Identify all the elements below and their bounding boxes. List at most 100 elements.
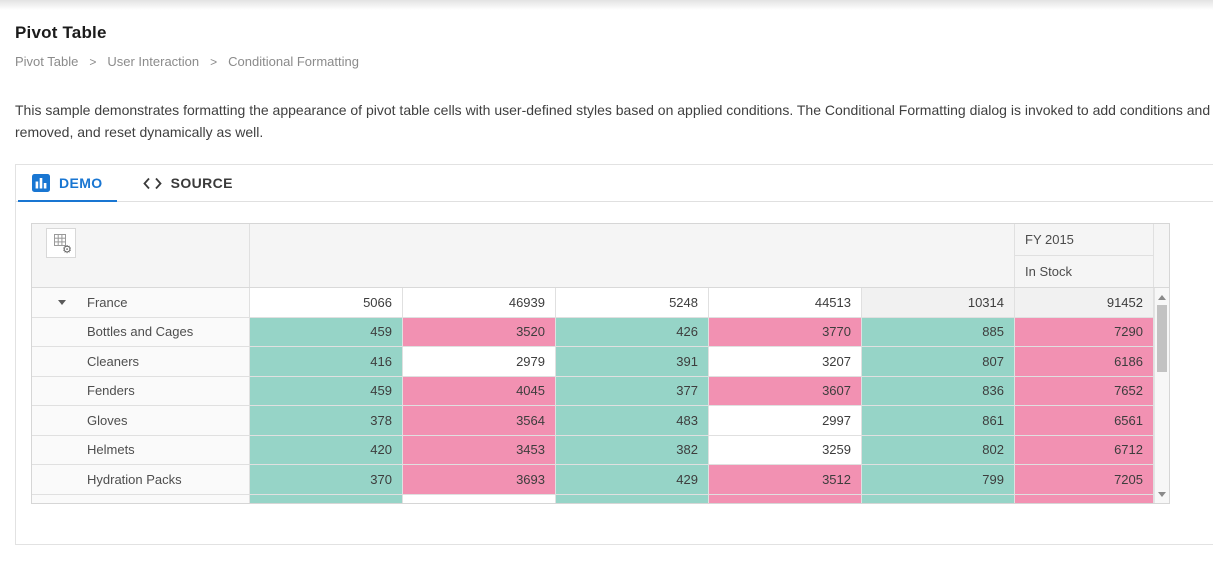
value-cell: 3520: [403, 317, 556, 347]
value-cell: 5066: [250, 288, 403, 318]
value-cell: 44513: [709, 288, 862, 318]
code-icon: [142, 177, 162, 190]
pivot-table: FY 2015 In Stock France 50664693952484451…: [31, 223, 1170, 504]
pivot-column-header-area: FY 2015 In Stock: [32, 224, 1169, 288]
row-header-label: France: [87, 294, 128, 310]
breadcrumb-item-conditional-formatting[interactable]: Conditional Formatting: [228, 54, 359, 69]
row-header-label: Cleaners: [87, 353, 140, 369]
scrollbar-header-spacer: [1154, 224, 1169, 287]
top-toolbar-shadow: [0, 0, 1213, 10]
row-header-cell[interactable]: [32, 494, 250, 503]
demo-card: DEMO SOURCE: [15, 164, 1213, 545]
conditional-formatting-button[interactable]: [46, 228, 76, 258]
row-header-label: Bottles and Cages: [87, 324, 194, 340]
value-cell: 382: [556, 435, 709, 465]
pivot-toolbar-area: [32, 224, 250, 287]
description-line-2: removed, and reset dynamically as well.: [15, 124, 264, 140]
triangle-down-icon: [1158, 491, 1166, 497]
value-cell: 426: [556, 317, 709, 347]
value-cell: 861: [862, 406, 1015, 436]
value-cell: 6561: [1015, 406, 1154, 436]
value-cell: 836: [862, 376, 1015, 406]
value-cell: 5248: [556, 288, 709, 318]
value-cell: 2979: [403, 347, 556, 377]
bar-chart-icon: [32, 174, 50, 192]
sample-description: This sample demonstrates formatting the …: [15, 99, 1210, 143]
pivot-row: Bottles and Cages 459 3520 426 3770 885 7290: [32, 317, 1169, 347]
scroll-up-button[interactable]: [1155, 290, 1169, 304]
row-header-label: Fenders: [87, 383, 135, 399]
value-cell: 459: [250, 317, 403, 347]
value-cell: 6186: [1015, 347, 1154, 377]
triangle-up-icon: [1158, 294, 1166, 300]
value-cell: 7652: [1015, 376, 1154, 406]
value-cell: 2997: [709, 406, 862, 436]
value-cell: 799: [862, 465, 1015, 495]
value-cell: 91452: [1015, 288, 1154, 318]
value-cell: 6712: [1015, 435, 1154, 465]
row-header-cell[interactable]: Helmets: [32, 435, 250, 465]
pivot-row: Hydration Packs 370 3693 429 3512 799 7205: [32, 465, 1169, 495]
pivot-row-partial: [32, 494, 1169, 503]
value-cell: 807: [862, 347, 1015, 377]
row-header-cell[interactable]: Bottles and Cages: [32, 317, 250, 347]
row-header-label: Helmets: [87, 442, 135, 458]
description-line-1: This sample demonstrates formatting the …: [15, 102, 1211, 118]
value-cell: 3259: [709, 435, 862, 465]
row-header-cell[interactable]: Fenders: [32, 376, 250, 406]
tab-source[interactable]: SOURCE: [129, 165, 247, 201]
value-cell: 377: [556, 376, 709, 406]
row-header-cell[interactable]: Gloves: [32, 406, 250, 436]
page-title: Pivot Table: [15, 23, 107, 42]
pivot-row: Fenders 459 4045 377 3607 836 7652: [32, 376, 1169, 406]
value-cell: 885: [862, 317, 1015, 347]
breadcrumb-separator-icon: [89, 55, 96, 69]
row-header-label: Gloves: [87, 412, 128, 428]
collapse-arrow-icon[interactable]: [58, 300, 66, 306]
value-cell: 3770: [709, 317, 862, 347]
value-cell: 10314: [862, 288, 1015, 318]
value-cell: [862, 494, 1015, 503]
breadcrumb-item-pivot-table[interactable]: Pivot Table: [15, 54, 79, 69]
vertical-scrollbar[interactable]: [1154, 288, 1169, 503]
value-cell: [1015, 494, 1154, 503]
column-header-fy2015[interactable]: FY 2015: [1015, 224, 1153, 256]
value-cell: 429: [556, 465, 709, 495]
value-cell: 483: [556, 406, 709, 436]
pivot-row: Cleaners 416 2979 391 3207 807 6186: [32, 347, 1169, 377]
value-cell: [403, 494, 556, 503]
value-cell: 3453: [403, 435, 556, 465]
pivot-body: France 5066 46939 5248 44513 10314 91452 Bottle…: [32, 288, 1169, 503]
scroll-down-button[interactable]: [1155, 487, 1169, 501]
empty-column-header-cell: [250, 224, 1015, 287]
value-cell: 391: [556, 347, 709, 377]
pivot-row: France 5066 46939 5248 44513 10314 91452: [32, 288, 1169, 318]
column-header-in-stock[interactable]: In Stock: [1025, 264, 1072, 279]
value-cell: 3564: [403, 406, 556, 436]
gear-icon: [62, 245, 72, 256]
value-cell: 802: [862, 435, 1015, 465]
tab-source-label: SOURCE: [170, 175, 233, 191]
value-cell: 3512: [709, 465, 862, 495]
value-cell: 46939: [403, 288, 556, 318]
value-cell: 3607: [709, 376, 862, 406]
value-cell: 420: [250, 435, 403, 465]
value-cell: 7205: [1015, 465, 1154, 495]
breadcrumb-item-user-interaction[interactable]: User Interaction: [107, 54, 200, 69]
value-cell: 416: [250, 347, 403, 377]
value-cell: 378: [250, 406, 403, 436]
row-header-cell[interactable]: France: [32, 288, 250, 318]
tab-demo[interactable]: DEMO: [18, 165, 117, 202]
row-header-label: Hydration Packs: [87, 471, 182, 487]
value-cell: [709, 494, 862, 503]
row-header-cell[interactable]: Hydration Packs: [32, 465, 250, 495]
value-cell: 3207: [709, 347, 862, 377]
value-cell: 3693: [403, 465, 556, 495]
row-header-cell[interactable]: Cleaners: [32, 347, 250, 377]
scrollbar-thumb[interactable]: [1157, 305, 1167, 372]
grid-gear-icon: [53, 233, 69, 254]
value-cell: 4045: [403, 376, 556, 406]
tab-demo-label: DEMO: [59, 175, 103, 191]
value-cell: [556, 494, 709, 503]
tab-bar: DEMO SOURCE: [16, 165, 1213, 202]
